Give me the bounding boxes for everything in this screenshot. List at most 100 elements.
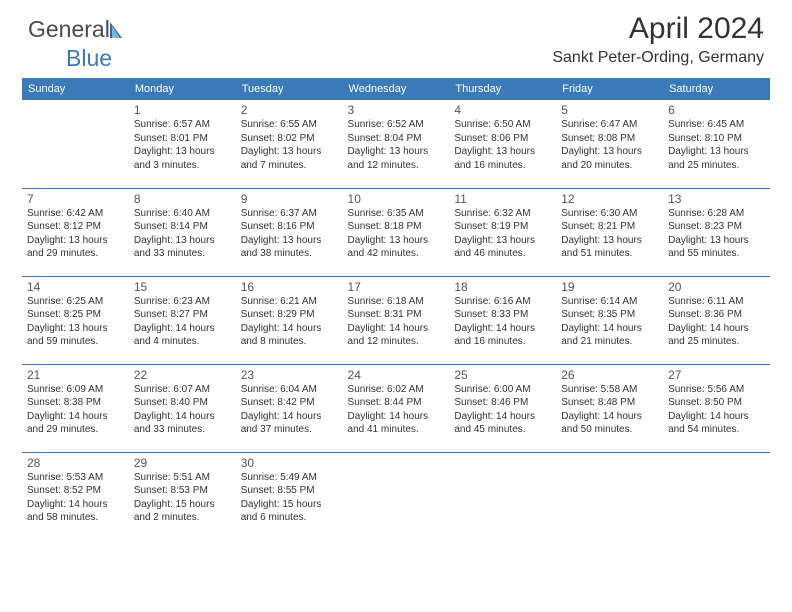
day-info-line: Sunrise: 6:30 AM: [561, 207, 658, 221]
day-info-line: Sunrise: 6:55 AM: [241, 118, 338, 132]
day-info-line: and 41 minutes.: [348, 423, 445, 437]
day-number: 13: [668, 192, 765, 206]
calendar-day-cell: [449, 452, 556, 540]
day-info: Sunrise: 6:30 AMSunset: 8:21 PMDaylight:…: [561, 207, 658, 261]
day-info-line: Sunset: 8:35 PM: [561, 308, 658, 322]
calendar-day-cell: 6Sunrise: 6:45 AMSunset: 8:10 PMDaylight…: [663, 100, 770, 188]
day-info-line: Daylight: 13 hours: [348, 145, 445, 159]
day-info-line: Sunrise: 6:11 AM: [668, 295, 765, 309]
day-info: Sunrise: 6:42 AMSunset: 8:12 PMDaylight:…: [27, 207, 124, 261]
day-info-line: and 42 minutes.: [348, 247, 445, 261]
location-text: Sankt Peter-Ording, Germany: [552, 49, 764, 67]
weekday-header: Friday: [556, 78, 663, 100]
day-info-line: Daylight: 15 hours: [134, 498, 231, 512]
day-info-line: Daylight: 14 hours: [134, 410, 231, 424]
day-info: Sunrise: 6:32 AMSunset: 8:19 PMDaylight:…: [454, 207, 551, 261]
calendar-day-cell: 16Sunrise: 6:21 AMSunset: 8:29 PMDayligh…: [236, 276, 343, 364]
day-number: 6: [668, 103, 765, 117]
day-info-line: and 16 minutes.: [454, 159, 551, 173]
day-info-line: Sunset: 8:46 PM: [454, 396, 551, 410]
day-info-line: Daylight: 13 hours: [27, 322, 124, 336]
day-number: 11: [454, 192, 551, 206]
day-info-line: Daylight: 14 hours: [27, 410, 124, 424]
day-info-line: Sunrise: 6:00 AM: [454, 383, 551, 397]
day-info-line: Sunset: 8:01 PM: [134, 132, 231, 146]
day-info-line: Daylight: 14 hours: [27, 498, 124, 512]
day-info-line: and 59 minutes.: [27, 335, 124, 349]
calendar-day-cell: 7Sunrise: 6:42 AMSunset: 8:12 PMDaylight…: [22, 188, 129, 276]
day-info-line: Sunset: 8:33 PM: [454, 308, 551, 322]
day-info: Sunrise: 6:50 AMSunset: 8:06 PMDaylight:…: [454, 118, 551, 172]
day-info-line: and 29 minutes.: [27, 247, 124, 261]
day-info-line: Sunrise: 6:04 AM: [241, 383, 338, 397]
day-info-line: Sunrise: 5:53 AM: [27, 471, 124, 485]
day-info-line: Daylight: 14 hours: [668, 410, 765, 424]
day-info: Sunrise: 6:18 AMSunset: 8:31 PMDaylight:…: [348, 295, 445, 349]
day-number: 20: [668, 280, 765, 294]
day-info-line: and 7 minutes.: [241, 159, 338, 173]
day-info: Sunrise: 6:00 AMSunset: 8:46 PMDaylight:…: [454, 383, 551, 437]
day-info-line: Sunrise: 6:23 AM: [134, 295, 231, 309]
day-info-line: Daylight: 13 hours: [561, 145, 658, 159]
calendar-day-cell: 1Sunrise: 6:57 AMSunset: 8:01 PMDaylight…: [129, 100, 236, 188]
day-number: 8: [134, 192, 231, 206]
day-info-line: Sunset: 8:08 PM: [561, 132, 658, 146]
day-info: Sunrise: 6:35 AMSunset: 8:18 PMDaylight:…: [348, 207, 445, 261]
day-info-line: Sunrise: 5:51 AM: [134, 471, 231, 485]
day-info-line: Sunset: 8:31 PM: [348, 308, 445, 322]
day-info-line: and 58 minutes.: [27, 511, 124, 525]
day-info: Sunrise: 6:07 AMSunset: 8:40 PMDaylight:…: [134, 383, 231, 437]
day-info: Sunrise: 6:21 AMSunset: 8:29 PMDaylight:…: [241, 295, 338, 349]
day-info: Sunrise: 6:23 AMSunset: 8:27 PMDaylight:…: [134, 295, 231, 349]
day-info-line: Sunrise: 6:37 AM: [241, 207, 338, 221]
day-info-line: Sunrise: 6:40 AM: [134, 207, 231, 221]
day-number: 16: [241, 280, 338, 294]
calendar-day-cell: 13Sunrise: 6:28 AMSunset: 8:23 PMDayligh…: [663, 188, 770, 276]
day-info-line: Sunrise: 6:07 AM: [134, 383, 231, 397]
day-info-line: Daylight: 14 hours: [454, 410, 551, 424]
day-info-line: Daylight: 13 hours: [561, 234, 658, 248]
day-number: 26: [561, 368, 658, 382]
day-info-line: and 55 minutes.: [668, 247, 765, 261]
day-info-line: and 29 minutes.: [27, 423, 124, 437]
calendar-day-cell: 23Sunrise: 6:04 AMSunset: 8:42 PMDayligh…: [236, 364, 343, 452]
calendar-day-cell: [663, 452, 770, 540]
day-info-line: Sunset: 8:25 PM: [27, 308, 124, 322]
calendar-week-row: 21Sunrise: 6:09 AMSunset: 8:38 PMDayligh…: [22, 364, 770, 452]
calendar-week-row: 1Sunrise: 6:57 AMSunset: 8:01 PMDaylight…: [22, 100, 770, 188]
day-info-line: and 54 minutes.: [668, 423, 765, 437]
day-info-line: and 38 minutes.: [241, 247, 338, 261]
day-info: Sunrise: 6:25 AMSunset: 8:25 PMDaylight:…: [27, 295, 124, 349]
day-info-line: Sunset: 8:40 PM: [134, 396, 231, 410]
day-info: Sunrise: 6:52 AMSunset: 8:04 PMDaylight:…: [348, 118, 445, 172]
day-info-line: Daylight: 13 hours: [134, 145, 231, 159]
calendar-header-row: SundayMondayTuesdayWednesdayThursdayFrid…: [22, 78, 770, 100]
day-info-line: Sunrise: 5:56 AM: [668, 383, 765, 397]
brand-logo: General Blue: [28, 16, 130, 72]
weekday-header: Saturday: [663, 78, 770, 100]
day-number: 2: [241, 103, 338, 117]
day-info-line: and 3 minutes.: [134, 159, 231, 173]
day-info: Sunrise: 5:49 AMSunset: 8:55 PMDaylight:…: [241, 471, 338, 525]
day-info-line: and 46 minutes.: [454, 247, 551, 261]
calendar-day-cell: [343, 452, 450, 540]
day-number: 29: [134, 456, 231, 470]
day-info-line: Daylight: 13 hours: [27, 234, 124, 248]
day-number: 9: [241, 192, 338, 206]
day-info-line: Sunrise: 6:32 AM: [454, 207, 551, 221]
day-info-line: Sunset: 8:42 PM: [241, 396, 338, 410]
day-info: Sunrise: 6:40 AMSunset: 8:14 PMDaylight:…: [134, 207, 231, 261]
calendar-day-cell: 5Sunrise: 6:47 AMSunset: 8:08 PMDaylight…: [556, 100, 663, 188]
calendar-day-cell: 21Sunrise: 6:09 AMSunset: 8:38 PMDayligh…: [22, 364, 129, 452]
day-info-line: Sunset: 8:55 PM: [241, 484, 338, 498]
day-info-line: Sunrise: 6:25 AM: [27, 295, 124, 309]
day-info-line: Daylight: 13 hours: [454, 234, 551, 248]
day-info: Sunrise: 6:28 AMSunset: 8:23 PMDaylight:…: [668, 207, 765, 261]
calendar-day-cell: 25Sunrise: 6:00 AMSunset: 8:46 PMDayligh…: [449, 364, 556, 452]
day-info-line: Sunrise: 6:50 AM: [454, 118, 551, 132]
day-info: Sunrise: 5:51 AMSunset: 8:53 PMDaylight:…: [134, 471, 231, 525]
day-info-line: and 16 minutes.: [454, 335, 551, 349]
day-info-line: Sunrise: 6:28 AM: [668, 207, 765, 221]
day-info: Sunrise: 5:53 AMSunset: 8:52 PMDaylight:…: [27, 471, 124, 525]
day-number: 7: [27, 192, 124, 206]
